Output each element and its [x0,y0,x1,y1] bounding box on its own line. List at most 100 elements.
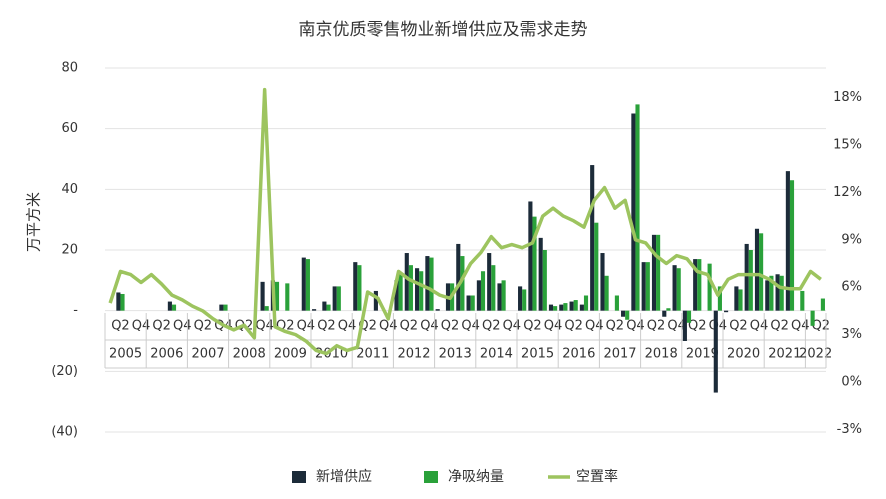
x-tick-label: Q2 [564,319,583,334]
x-tick-label: Q2 [400,319,419,334]
x-tick-label: Q2 [482,319,501,334]
bar [775,274,780,311]
bar [682,310,687,341]
y2-tick-label: 6% [841,280,862,295]
bar [497,283,502,311]
bar [532,216,537,311]
legend-label: 空置率 [576,468,618,485]
x-tick-label: Q4 [379,319,398,334]
bar [800,290,805,311]
bar [621,310,626,317]
y-tick-label: (40) [51,425,78,440]
year-label: 2012 [397,347,430,362]
bar [594,222,599,311]
bar [559,304,564,311]
chart-title: 南京优质零售物业新增供应及需求走势 [299,20,588,40]
bar [754,228,760,311]
bar [373,290,378,311]
bar [604,275,609,311]
bar [285,283,290,311]
bar [491,265,496,311]
year-label: 2022 [799,347,832,362]
bar [738,289,743,311]
bar [625,310,630,320]
bar [713,310,718,393]
bar [820,298,825,311]
bar [398,274,403,311]
year-label: 2011 [356,347,389,362]
bar [583,295,589,311]
x-tick-label: Q2 [606,319,625,334]
bar [301,257,306,311]
bar [470,295,475,311]
y2-tick-label: 9% [841,232,862,247]
bar [789,180,795,311]
bar [769,275,774,311]
x-tick-label: Q4 [255,319,274,334]
bar [579,304,584,311]
x-tick-label: Q4 [420,319,439,334]
bar [672,265,677,311]
year-label: 2006 [150,347,183,362]
x-tick-label: Q2 [812,319,831,334]
bar [686,310,692,323]
x-tick-label: Q4 [667,319,686,334]
bar [260,281,265,311]
bar [707,263,712,311]
bar [429,257,434,311]
bar [542,250,547,311]
bar [656,234,661,311]
bar [641,262,646,311]
bar [759,233,764,311]
bar [779,275,784,311]
y-tick-label: - [73,303,78,318]
bar [219,304,224,311]
bar [765,280,770,311]
year-label: 2020 [727,347,760,362]
bar [614,295,619,311]
bar [487,253,492,311]
bar [635,104,640,311]
bar [553,306,558,311]
year-label: 2010 [315,347,348,362]
bar [305,259,310,311]
year-label: 2019 [686,347,719,362]
x-tick-label: Q4 [544,319,563,334]
bar [394,280,399,311]
x-tick-label: Q4 [132,319,151,334]
year-label: 2014 [480,347,513,362]
y-axis-label: 万平方米 [25,192,43,252]
bar [693,259,698,311]
x-tick-label: Q2 [688,319,707,334]
x-tick-label: Q2 [152,319,171,334]
year-label: 2008 [233,347,266,362]
bar [408,265,413,311]
bar [171,304,177,311]
year-label: 2015 [521,347,554,362]
x-tick-label: Q2 [317,319,336,334]
bar [274,281,280,311]
vacancy-line [108,87,822,356]
bar [563,303,568,311]
y-tick-label: 60 [61,121,78,136]
bar [466,295,471,311]
year-label: 2005 [109,347,142,362]
x-tick-label: Q4 [503,319,522,334]
bar [357,265,362,311]
bar [456,243,461,311]
bar [353,262,358,311]
y2-tick-label: 12% [833,185,862,200]
year-label: 2017 [603,347,636,362]
bar [435,309,440,311]
x-tick-label: Q2 [647,319,666,334]
bar [666,308,671,311]
bar [590,165,595,311]
bar [717,286,722,311]
bar [573,300,578,311]
legend-label: 净吸纳量 [448,469,504,485]
bar [697,259,702,311]
bar [518,286,523,311]
y-tick-label: (20) [51,364,78,379]
year-label: 2021 [768,347,801,362]
